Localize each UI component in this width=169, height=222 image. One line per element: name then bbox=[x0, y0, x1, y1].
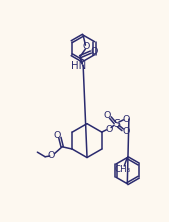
Text: CH₃: CH₃ bbox=[115, 165, 131, 174]
Text: O: O bbox=[103, 111, 111, 121]
Text: O: O bbox=[122, 127, 129, 136]
Text: O: O bbox=[90, 47, 98, 56]
Text: O: O bbox=[105, 125, 112, 134]
Text: O: O bbox=[82, 42, 90, 51]
Text: O: O bbox=[48, 151, 55, 160]
Text: O: O bbox=[53, 131, 61, 141]
Text: O: O bbox=[123, 115, 130, 123]
Text: S: S bbox=[113, 119, 120, 129]
Text: HN: HN bbox=[71, 61, 86, 71]
